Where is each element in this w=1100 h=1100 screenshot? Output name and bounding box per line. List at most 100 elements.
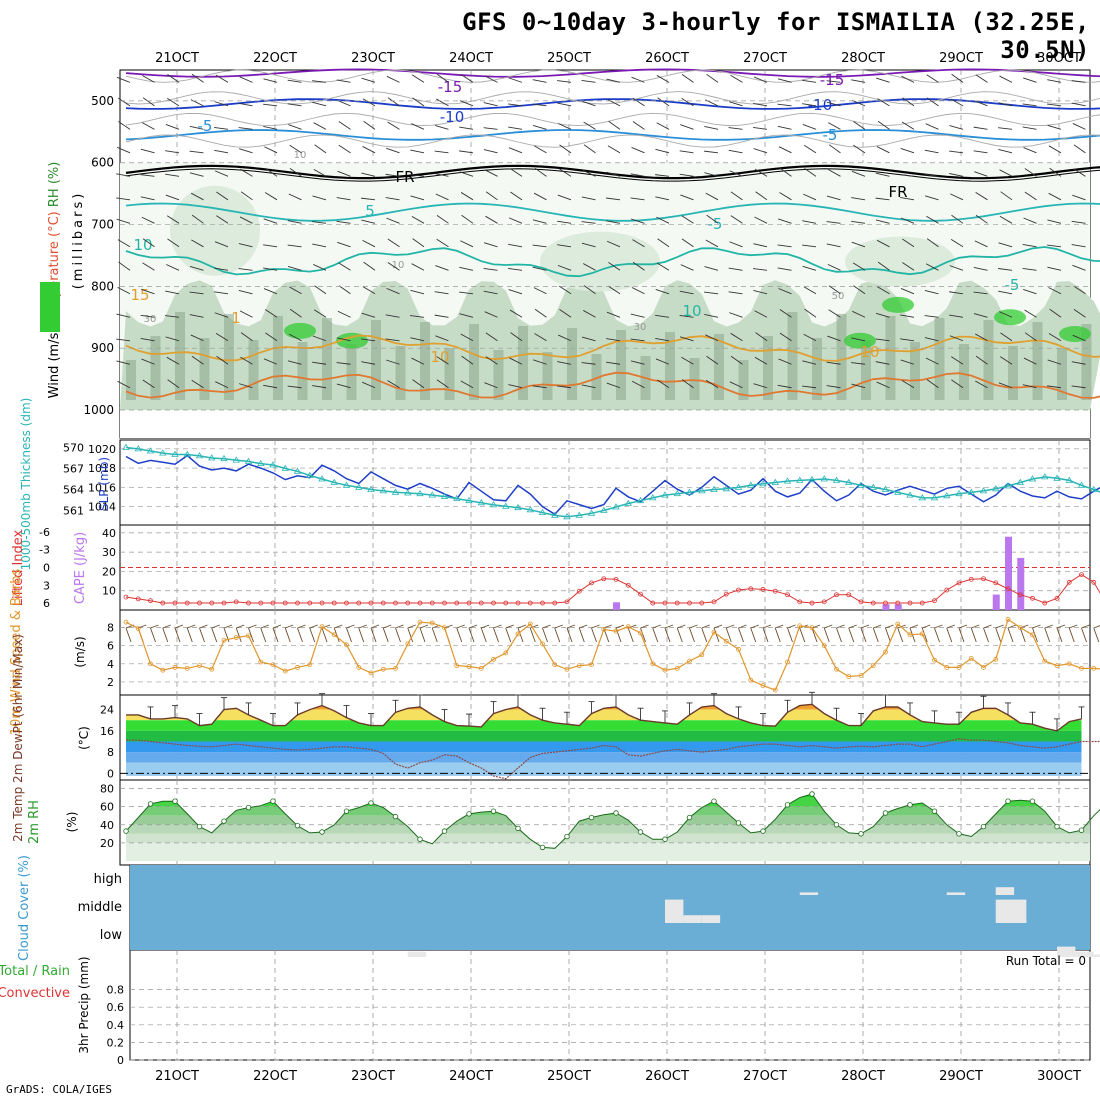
thickness-point	[318, 475, 326, 482]
wind-speed-point	[393, 665, 398, 671]
wind-barb	[631, 146, 645, 154]
thickness-point	[906, 491, 914, 498]
wind-barb-flag	[199, 624, 208, 629]
wind-barb-flag	[566, 624, 576, 629]
wind-barb	[975, 333, 988, 342]
thickness-point	[930, 494, 939, 501]
thickness-tick-label: 564	[63, 484, 84, 497]
wind-barb	[191, 355, 204, 365]
lifted-index-point	[809, 600, 815, 606]
wind-barb	[117, 239, 131, 248]
wind-barb	[297, 627, 303, 643]
lifted-index-point	[1066, 579, 1072, 585]
wind-barb	[704, 314, 719, 318]
wind-speed-point	[172, 665, 178, 670]
wind-barb	[754, 356, 768, 365]
wind-barb	[263, 384, 278, 389]
wind-barb	[165, 124, 180, 130]
wind-barb	[459, 291, 474, 295]
wind-barb	[901, 121, 915, 130]
x-tick-label-bottom: 22OCT	[253, 1069, 297, 1084]
wind-barb	[900, 148, 915, 154]
x-tick-label-top: 21OCT	[155, 51, 199, 66]
wind-barb	[606, 338, 621, 342]
wind-barb	[412, 238, 425, 248]
wind-barb	[608, 285, 621, 295]
wind-barb	[338, 121, 351, 130]
wind-barb	[1047, 359, 1062, 365]
rh-point	[735, 820, 742, 826]
wind-barb	[924, 174, 939, 177]
thickness-point	[1041, 473, 1049, 480]
wind-barb	[362, 286, 376, 295]
y-axis-labels: Wind (m/s) Temperature (°C) RH (%) (milli…	[0, 162, 111, 1054]
wind-barb	[265, 332, 278, 342]
temp-ylabel: 2m Temp 2m DewPt (6hr Min/Max)	[11, 634, 25, 842]
lifted-index-point	[221, 600, 227, 606]
wind-barb	[950, 238, 964, 248]
wind-barb	[779, 332, 792, 342]
wind-barb	[533, 359, 547, 365]
rh-band	[126, 824, 1090, 834]
wind-barb	[1072, 334, 1086, 342]
wind-barb	[557, 264, 572, 271]
wind-barb	[532, 219, 547, 224]
thickness-point	[404, 489, 412, 496]
wind-barb	[436, 98, 449, 107]
wind-barb	[779, 309, 792, 318]
wind-barb-flag	[272, 624, 282, 629]
lifted-index-point	[527, 600, 533, 606]
wind-barb	[508, 384, 523, 389]
cape-bar	[882, 604, 890, 610]
cape-tick-label: 40	[102, 527, 116, 540]
isotherm-label: 10	[133, 236, 152, 254]
wind-barb	[1073, 308, 1086, 318]
lifted-index-point	[834, 592, 839, 598]
lifted-index-point	[797, 599, 803, 605]
wind-barb-flag	[811, 624, 821, 629]
thickness-point	[992, 485, 1000, 492]
wind-barb	[165, 336, 180, 342]
wind-barb	[853, 144, 866, 154]
wind-barb	[557, 80, 572, 83]
cloud-block	[407, 951, 427, 957]
thickness-ylabel-text: 1000-500mb Thickness (dm)	[19, 398, 33, 571]
rh-contour-label: 30	[144, 314, 157, 325]
rh-point	[858, 831, 864, 837]
thickness-point	[134, 445, 143, 452]
cloud-block	[1057, 946, 1076, 957]
thickness-point	[563, 513, 571, 520]
lifted-index-point	[197, 600, 202, 606]
wind-barb	[750, 627, 757, 643]
temp-tick-label: 0	[107, 767, 114, 780]
wind-barb	[949, 335, 964, 342]
wind-barb	[248, 627, 254, 643]
rh-point	[564, 833, 570, 840]
wind-barb	[542, 627, 548, 643]
wind-barb	[680, 264, 694, 271]
wind-barb	[680, 124, 694, 130]
wind-barb	[361, 77, 376, 83]
cloud-block	[995, 887, 1015, 895]
wind-barb	[851, 362, 866, 365]
rh-tick-label: 20	[100, 837, 114, 850]
temp-ylabel-text: 2m Temp 2m DewPt (6hr Min/Max)	[11, 634, 25, 842]
wind-barb	[998, 102, 1013, 107]
thickness-point	[208, 454, 216, 461]
cloud-ylabel-text: Cloud Cover (%)	[17, 855, 32, 961]
wind-barb-flag	[689, 624, 698, 629]
lifted-index-point	[515, 600, 521, 606]
cape-bar	[894, 604, 902, 610]
wind-barb-flag	[934, 624, 943, 629]
wind-barb	[631, 380, 645, 389]
wind-barb	[559, 308, 572, 318]
rh-unit-text: (%)	[65, 812, 79, 833]
wind-barb	[802, 103, 817, 107]
wind-barb	[557, 194, 572, 201]
wind-barb	[657, 379, 670, 389]
thickness-point	[342, 481, 351, 488]
wind-barb	[118, 261, 131, 271]
lifted-index-point	[454, 600, 460, 606]
wind-barb-flag	[762, 624, 772, 629]
